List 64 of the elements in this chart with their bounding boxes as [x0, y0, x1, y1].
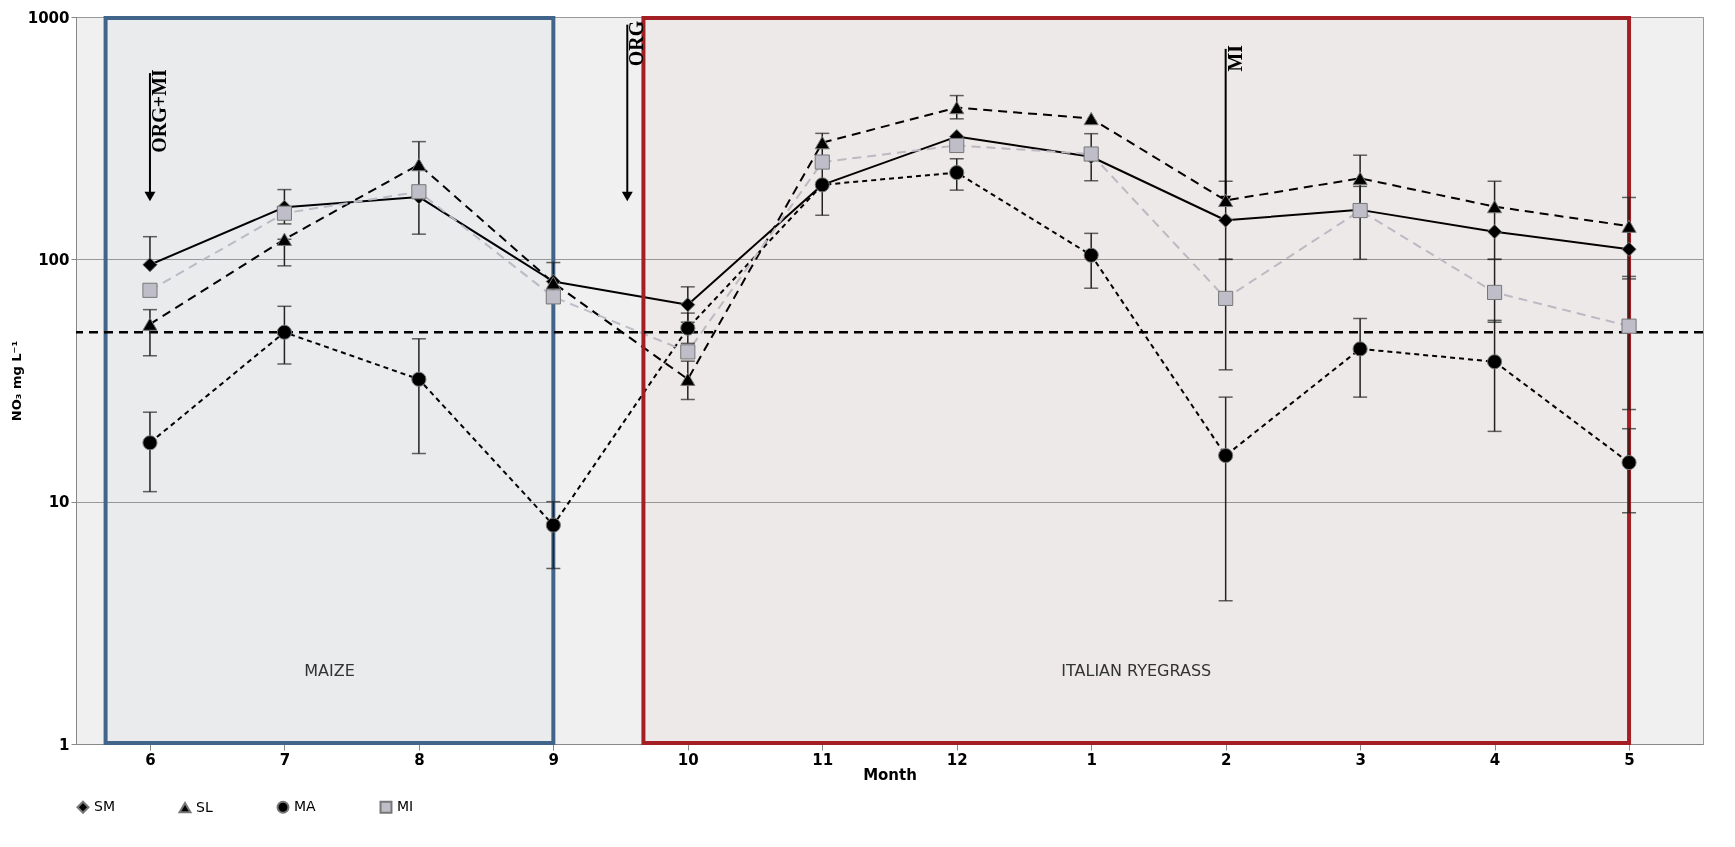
x-tick-label: 9 [548, 750, 560, 769]
point [949, 165, 965, 181]
band-label: ITALIAN RYEGRASS [1061, 661, 1212, 681]
x-tick-label: 8 [414, 750, 425, 769]
point [814, 154, 830, 170]
x-tick-label: 11 [812, 750, 834, 769]
x-tick-label: 10 [677, 750, 699, 769]
x-tick-label: 3 [1355, 750, 1366, 769]
point [1487, 284, 1503, 301]
x-tick-label: 5 [1624, 750, 1635, 769]
y-tick-label: 1000 [27, 8, 70, 27]
legend-label: MI [397, 798, 414, 815]
point [680, 320, 696, 336]
legend-label: SL [196, 798, 213, 815]
x-axis-title: Month [863, 765, 917, 784]
legend-label: SM [94, 798, 115, 815]
legend-label: MA [294, 798, 317, 815]
annotation: ORG+MI [147, 68, 170, 153]
x-tick-label: 2 [1220, 750, 1232, 769]
point [1218, 447, 1234, 464]
point [1352, 341, 1368, 357]
point [680, 344, 696, 360]
point [545, 517, 561, 533]
point [814, 136, 830, 150]
point [680, 372, 696, 386]
point [1621, 455, 1637, 471]
annotation: MI [1223, 44, 1246, 72]
x-tick-label: 6 [145, 750, 156, 769]
point [142, 257, 158, 273]
point [1487, 224, 1503, 240]
point [142, 435, 158, 451]
point [814, 177, 830, 193]
y-tick-label: 1 [59, 735, 70, 754]
point [1083, 247, 1099, 263]
point [276, 324, 292, 340]
point [949, 100, 965, 115]
annotation: ORG [625, 20, 648, 67]
point [142, 282, 158, 298]
point [1083, 111, 1099, 126]
x-tick-label: 7 [279, 750, 291, 769]
point [1621, 219, 1637, 233]
point [1352, 171, 1368, 185]
band-label: MAIZE [304, 661, 355, 681]
y-tick-label: 100 [38, 250, 70, 269]
x-tick-label: 1 [1086, 750, 1097, 769]
point [1218, 290, 1234, 306]
point [142, 317, 158, 331]
point [411, 184, 427, 200]
point [949, 137, 965, 154]
point [1487, 354, 1503, 370]
point [545, 289, 561, 305]
point [1621, 318, 1637, 334]
point [276, 205, 292, 221]
point [411, 371, 427, 387]
y-tick-label: 10 [48, 493, 70, 512]
point [411, 157, 427, 172]
point [276, 232, 292, 246]
y-axis-title: NO₃ mg L⁻¹ [8, 340, 24, 422]
point [1487, 200, 1503, 214]
point [1621, 241, 1637, 257]
x-tick-label: 12 [946, 750, 968, 769]
point [680, 297, 696, 313]
point [1218, 212, 1234, 228]
x-tick-label: 4 [1489, 750, 1501, 769]
